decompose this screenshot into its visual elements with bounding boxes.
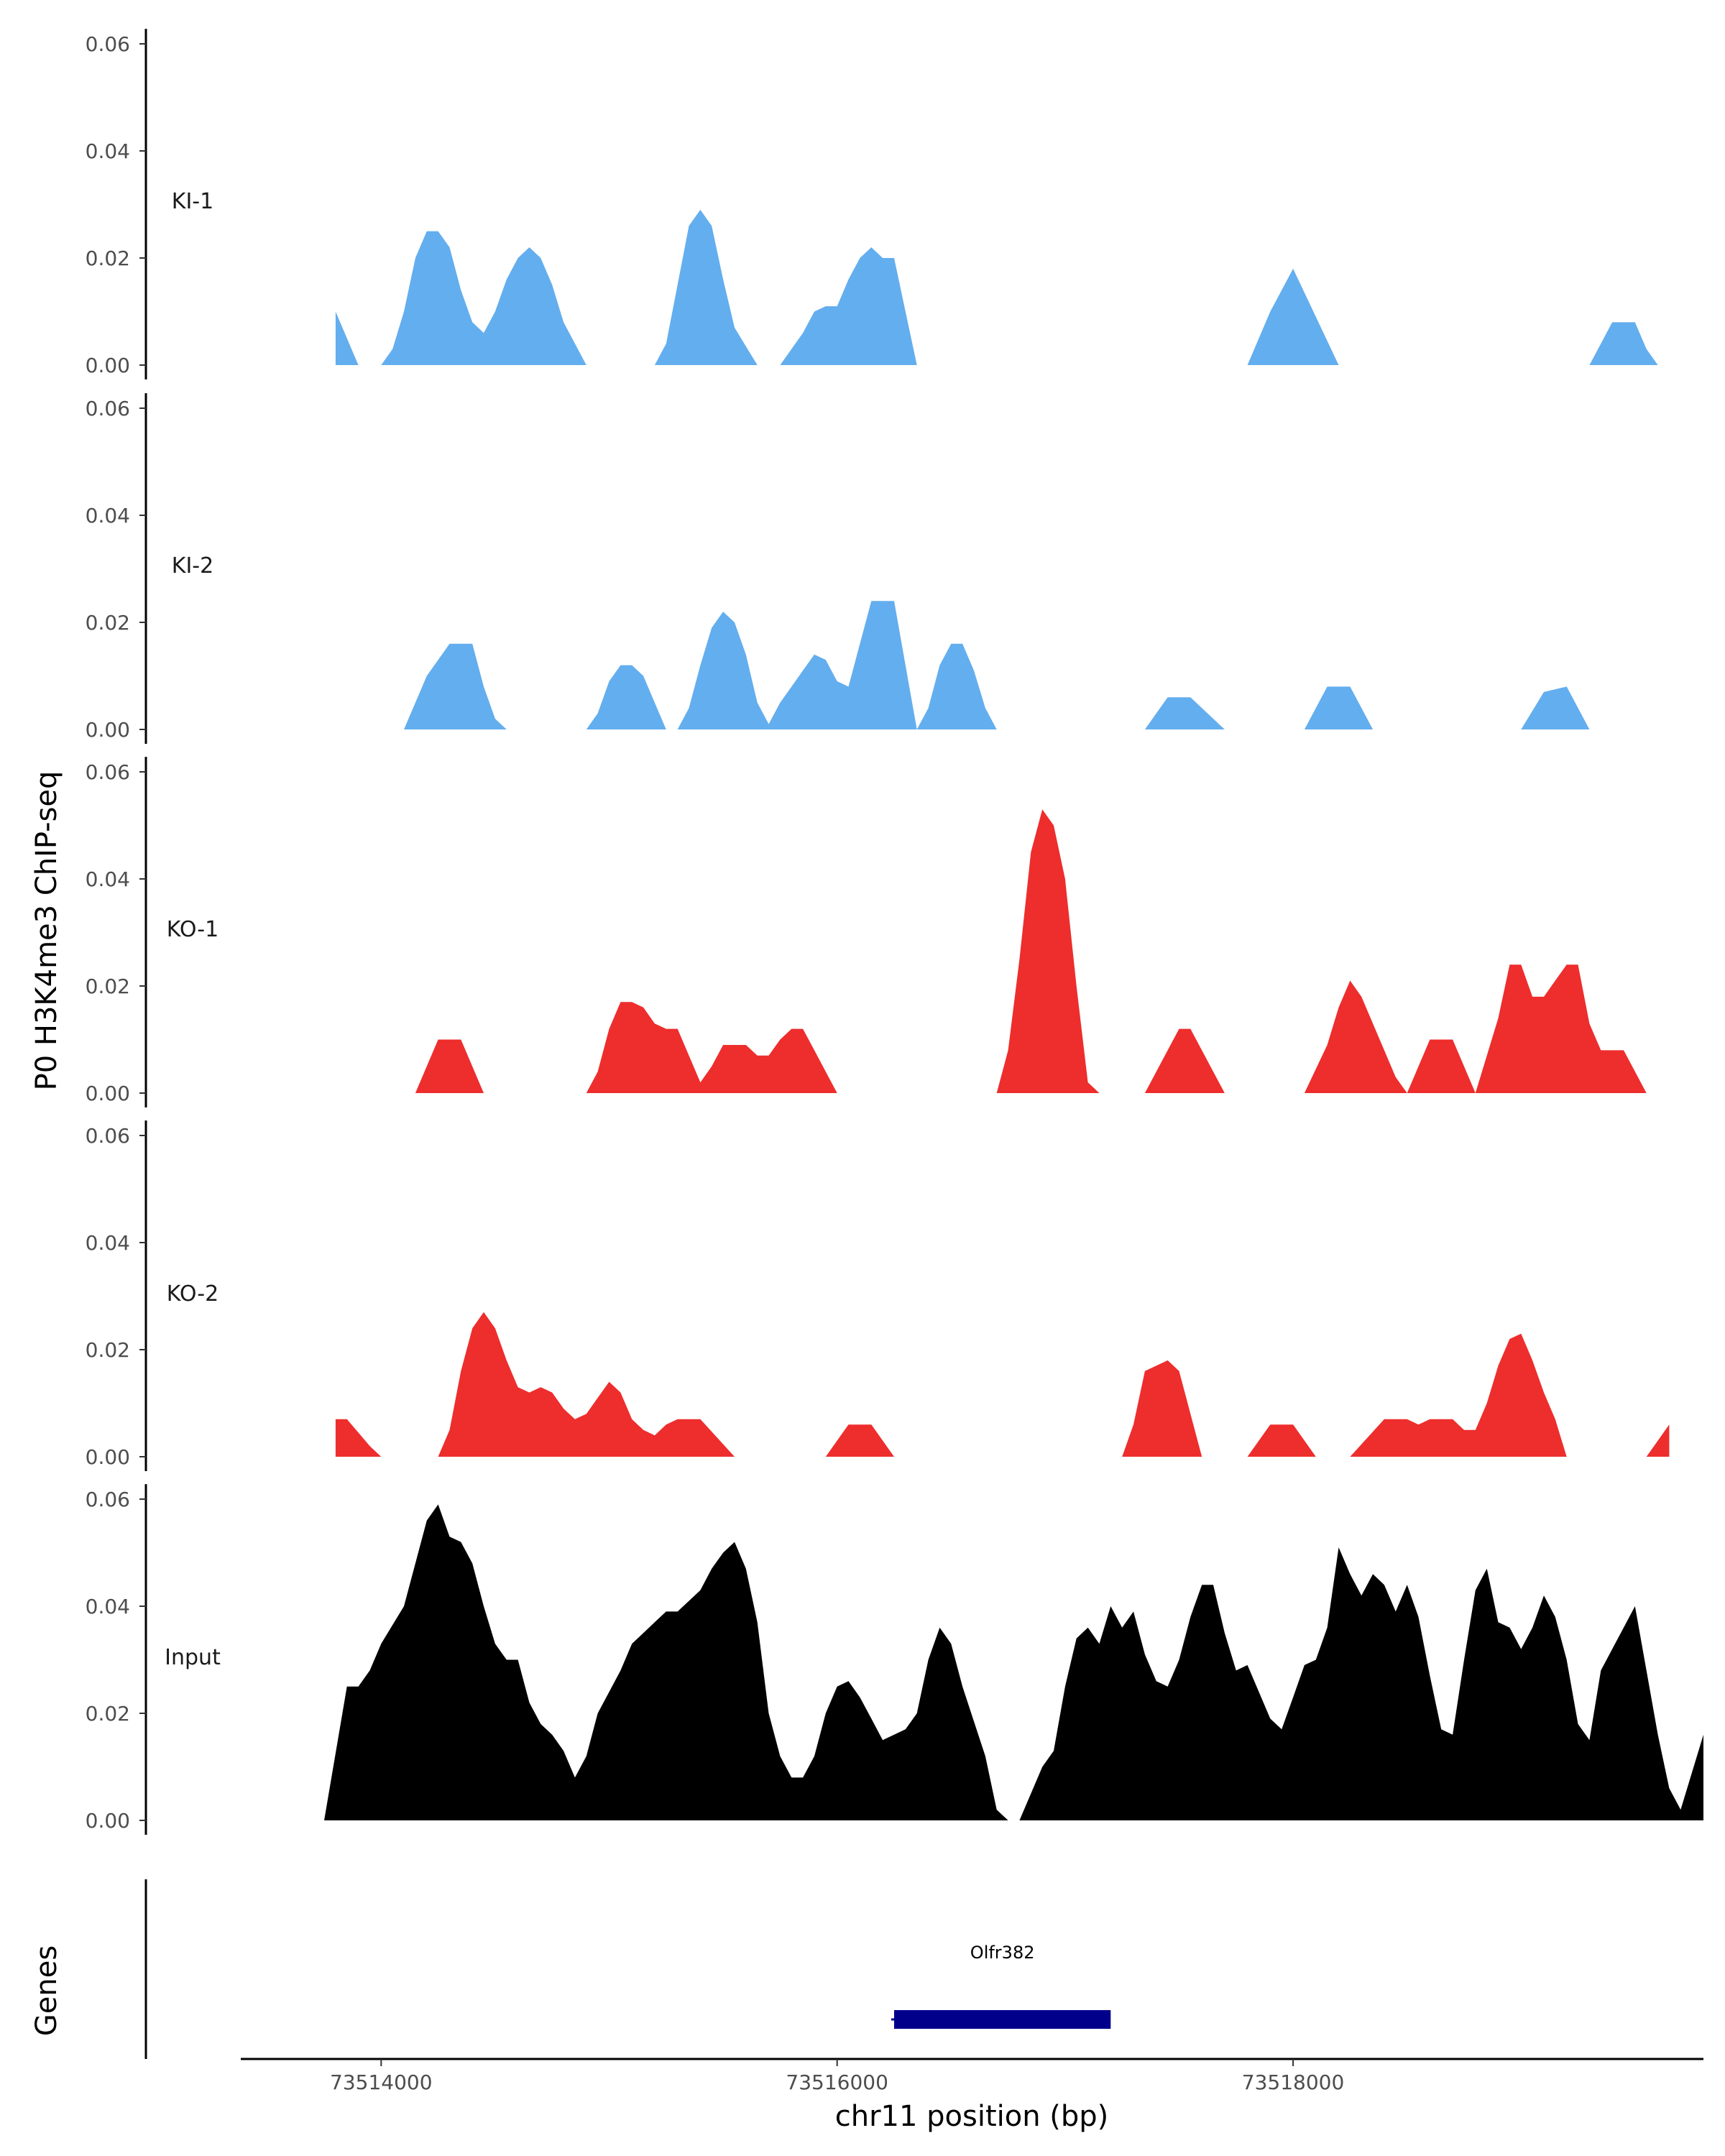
- y-tick-label: 0.02: [86, 1338, 130, 1362]
- signal-peak: [335, 1419, 382, 1457]
- signal-peak: [381, 231, 586, 365]
- signal-peak: [654, 209, 758, 365]
- gene-body: [893, 2010, 1111, 2029]
- signal-peak: [916, 643, 997, 729]
- signal-peak: [1122, 1360, 1202, 1457]
- signal-peak: [1350, 1333, 1567, 1457]
- x-axis-title: chr11 position (bp): [835, 2100, 1109, 2133]
- signal-peak: [335, 311, 359, 365]
- y-tick-label: 0.04: [86, 139, 130, 163]
- y-tick-label: 0.00: [86, 1809, 130, 1833]
- track-label: KO-2: [167, 1281, 218, 1307]
- signal-peak: [324, 1504, 1008, 1820]
- signal-peak: [1304, 980, 1407, 1093]
- track-label: KI-2: [172, 553, 213, 579]
- y-tick-label: 0.06: [86, 760, 130, 784]
- signal-peak: [1475, 964, 1647, 1093]
- signal-peak: [586, 1002, 837, 1093]
- x-tick-label: 73514000: [330, 2070, 433, 2094]
- signal-peak: [677, 601, 917, 729]
- track-input: 0.00 0.02 0.04 0.06 Input: [86, 1484, 1703, 1835]
- y-tick-label: 0.06: [86, 1124, 130, 1148]
- signal-peak: [438, 1312, 735, 1457]
- signal-peak: [1589, 322, 1658, 365]
- y-tick-label: 0.04: [86, 867, 130, 891]
- signal-peak: [1407, 1039, 1476, 1093]
- gene-label: Olfr382: [970, 1943, 1035, 1963]
- signal-peak: [825, 1424, 894, 1457]
- genes-panel: Olfr382: [144, 1879, 1111, 2059]
- y-tick-label: 0.04: [86, 1595, 130, 1618]
- track-ko-1: 0.00 0.02 0.04 0.06 KO-1: [86, 757, 1647, 1107]
- signal-peak: [1019, 1547, 1703, 1820]
- y-tick-label: 0.00: [86, 354, 130, 377]
- signal-peak: [1144, 697, 1225, 729]
- y-tick-label: 0.04: [86, 1231, 130, 1255]
- y-tick-label: 0.00: [86, 1082, 130, 1105]
- signal-peak: [1144, 1028, 1225, 1093]
- signal-peak: [1247, 1424, 1316, 1457]
- signal-peak: [415, 1039, 484, 1093]
- x-tick-label: 73516000: [786, 2070, 888, 2094]
- track-label: KO-1: [167, 917, 218, 942]
- track-ko-2: 0.00 0.02 0.04 0.06 KO-2: [86, 1120, 1670, 1471]
- y-tick-label: 0.02: [86, 1702, 130, 1726]
- x-tick-label: 73518000: [1242, 2070, 1345, 2094]
- track-label: Input: [165, 1645, 221, 1670]
- y-tick-label: 0.06: [86, 32, 130, 56]
- signal-peak: [996, 809, 1100, 1093]
- signal-peak: [780, 247, 917, 365]
- x-axis: 73514000 73516000 73518000: [241, 2058, 1703, 2094]
- signal-peak: [1646, 1424, 1670, 1457]
- y-tick-label: 0.02: [86, 975, 130, 998]
- signal-peak: [404, 643, 507, 729]
- y-tick-label: 0.04: [86, 504, 130, 528]
- genes-axis-title: Genes: [30, 1945, 63, 2036]
- signal-peak: [1247, 268, 1339, 365]
- track-ki-1: 0.00 0.02 0.04 0.06 KI-1: [86, 29, 1658, 379]
- y-tick-label: 0.02: [86, 247, 130, 270]
- track-label: KI-1: [172, 189, 213, 214]
- track-ki-2: 0.00 0.02 0.04 0.06 KI-2: [86, 393, 1590, 744]
- signal-peak: [1304, 686, 1374, 729]
- y-axis-title: P0 H3K4me3 ChIP-seq: [30, 771, 63, 1091]
- y-tick-label: 0.06: [86, 397, 130, 420]
- y-tick-label: 0.06: [86, 1488, 130, 1511]
- signal-peak: [586, 665, 666, 729]
- y-tick-label: 0.00: [86, 1445, 130, 1469]
- signal-peak: [1521, 686, 1590, 729]
- y-tick-label: 0.00: [86, 718, 130, 742]
- tracks-layer: 0.00 0.02 0.04 0.06 KI-1 0.00 0.02 0.04 0.06 KI-2…: [86, 29, 1703, 1835]
- y-tick-label: 0.02: [86, 611, 130, 635]
